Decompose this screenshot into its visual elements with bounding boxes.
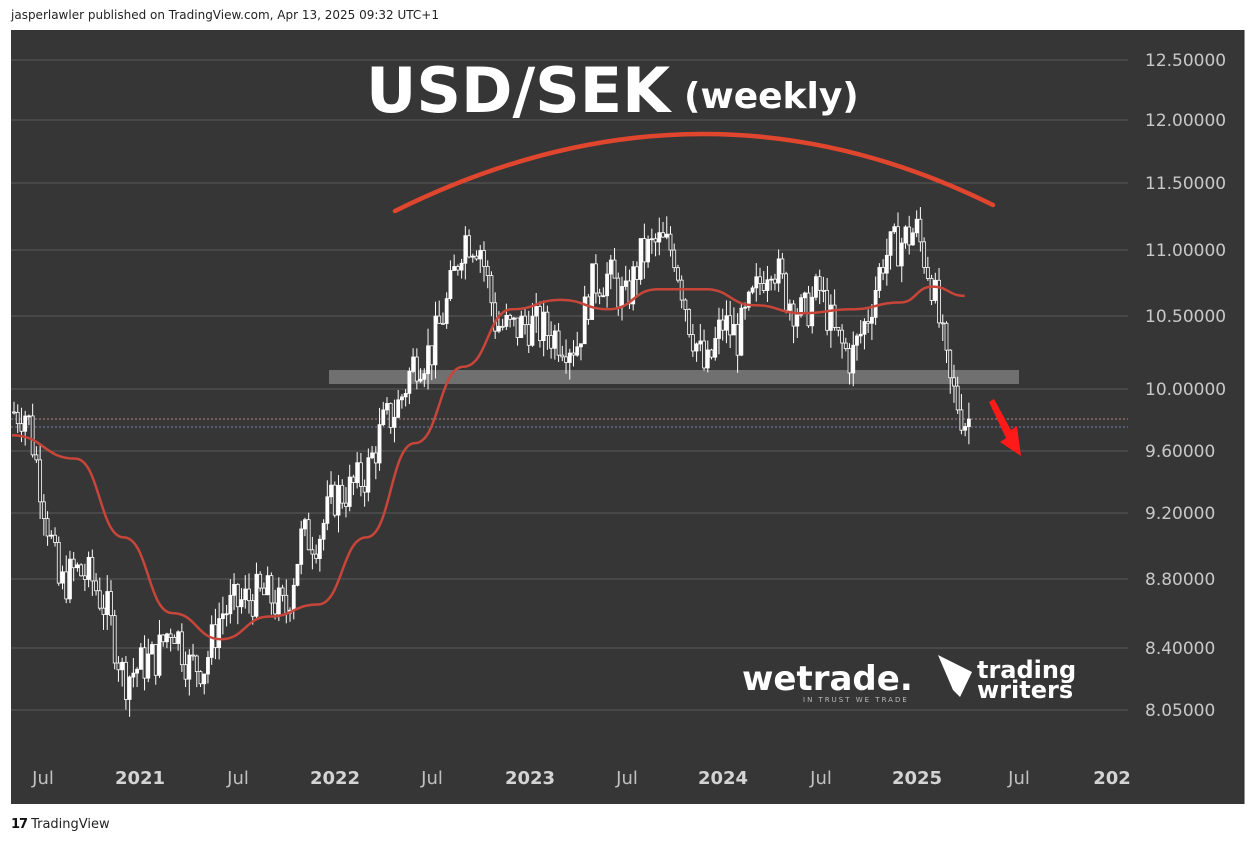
x-tick-label: Jul [615, 768, 638, 789]
trading-writers-watermark: trading writers [938, 655, 1076, 704]
chart-frame[interactable] [11, 30, 1244, 804]
y-tick-label: 11.00000 [1145, 241, 1226, 261]
tradingview-logo-icon: 17 [11, 817, 28, 832]
x-tick-label: 2023 [505, 768, 555, 789]
wetrade-logo: wetrade. [742, 659, 913, 699]
x-tick-label: 2022 [310, 768, 360, 789]
trading-writers-line2: writers [977, 676, 1073, 704]
y-tick-label: 12.50000 [1145, 51, 1226, 71]
wetrade-tagline: IN TRUST WE TRADE [803, 696, 909, 704]
y-tick-label: 8.80000 [1145, 570, 1215, 590]
trading-writers-line1: trading [977, 656, 1076, 684]
down-arrow-icon [989, 399, 1021, 456]
x-tick-label: 2024 [698, 768, 748, 789]
y-tick-label: 10.00000 [1145, 380, 1226, 400]
chart-title: USD/SEK [366, 54, 672, 127]
x-tick-label: Jul [226, 768, 249, 789]
trading-writers-logo-icon [938, 655, 972, 697]
x-tick-label: Jul [809, 768, 832, 789]
support-zone [329, 370, 1019, 384]
y-axis-labels: 12.50000 12.00000 11.50000 11.00000 10.50000… [1145, 51, 1226, 721]
x-axis-labels: Jul 2021 Jul 2022 Jul 2023 Jul 2024 Jul 2025 Jul 20… [31, 768, 1131, 789]
y-tick-label: 9.20000 [1145, 504, 1215, 524]
y-tick-label: 11.50000 [1145, 174, 1226, 194]
grid-lines [11, 59, 1128, 711]
y-tick-label: 8.05000 [1145, 701, 1215, 721]
tradingview-brand: TradingView [31, 817, 110, 832]
x-tick-label: Jul [31, 768, 54, 789]
rounding-top-arc [392, 131, 996, 214]
candlesticks [12, 207, 971, 717]
x-tick-label: 2021 [115, 768, 165, 789]
moving-average-line [11, 285, 965, 641]
y-tick-label: 9.60000 [1145, 442, 1215, 462]
y-tick-label: 10.50000 [1145, 307, 1226, 327]
tradingview-footer: 17 TradingView [11, 817, 110, 832]
publisher-line: jasperlawler published on TradingView.co… [11, 8, 439, 22]
y-tick-label: 8.40000 [1145, 639, 1215, 659]
y-tick-label: 12.00000 [1145, 111, 1226, 131]
x-tick-label: 202 [1093, 768, 1131, 789]
wetrade-watermark: wetrade. IN TRUST WE TRADE [742, 659, 913, 704]
x-tick-label: 2025 [892, 768, 942, 789]
x-tick-label: Jul [420, 768, 443, 789]
chart-subtitle: (weekly) [684, 76, 859, 117]
x-tick-label: Jul [1007, 768, 1030, 789]
